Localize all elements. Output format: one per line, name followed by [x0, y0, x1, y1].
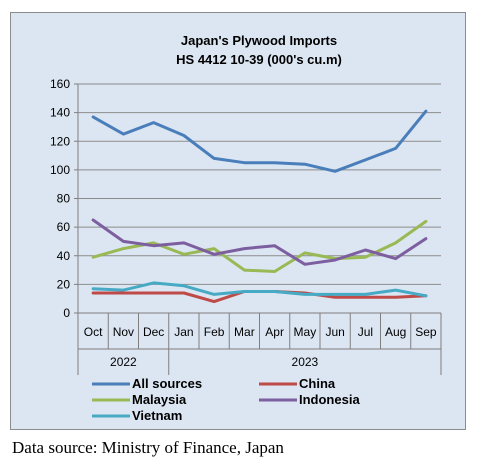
series-line-vietnam	[91, 281, 428, 298]
y-tick-label: 160	[50, 77, 70, 91]
x-tick-label: Jun	[325, 325, 344, 339]
chart-subtitle: HS 4412 10-39 (000's cu.m)	[176, 52, 342, 67]
y-tick-label: 20	[57, 277, 71, 291]
y-tick-label: 100	[50, 163, 70, 177]
legend-label: Vietnam	[132, 408, 182, 423]
legend-label: Malaysia	[132, 392, 187, 407]
chart-title: Japan's Plywood Imports	[181, 33, 337, 48]
data-source-note: Data source: Ministry of Finance, Japan	[12, 438, 284, 457]
legend-label: All sources	[132, 376, 202, 391]
x-tick-label: Mar	[234, 325, 255, 339]
x-tick-label: Sep	[415, 325, 437, 339]
x-tick-label: Dec	[143, 325, 164, 339]
x-tick-label: Jan	[174, 325, 193, 339]
y-tick-label: 60	[57, 220, 71, 234]
y-tick-label: 0	[63, 306, 70, 320]
year-group-label: 2022	[110, 355, 137, 369]
series-line-indonesia	[91, 218, 428, 266]
legend-label: China	[299, 376, 336, 391]
x-tick-label: Apr	[265, 325, 284, 339]
y-tick-label: 140	[50, 106, 70, 120]
x-tick-label: Feb	[204, 325, 225, 339]
x-tick-label: Nov	[113, 325, 134, 339]
y-tick-label: 120	[50, 134, 70, 148]
series-line-all-sources	[91, 109, 428, 173]
legend-label: Indonesia	[299, 392, 360, 407]
x-tick-label: Aug	[385, 325, 406, 339]
y-tick-label: 80	[57, 192, 71, 206]
x-tick-label: May	[294, 325, 317, 339]
year-group-label: 2023	[292, 355, 319, 369]
x-tick-label: Jul	[358, 325, 373, 339]
x-tick-label: Oct	[84, 325, 103, 339]
y-tick-label: 40	[57, 249, 71, 263]
